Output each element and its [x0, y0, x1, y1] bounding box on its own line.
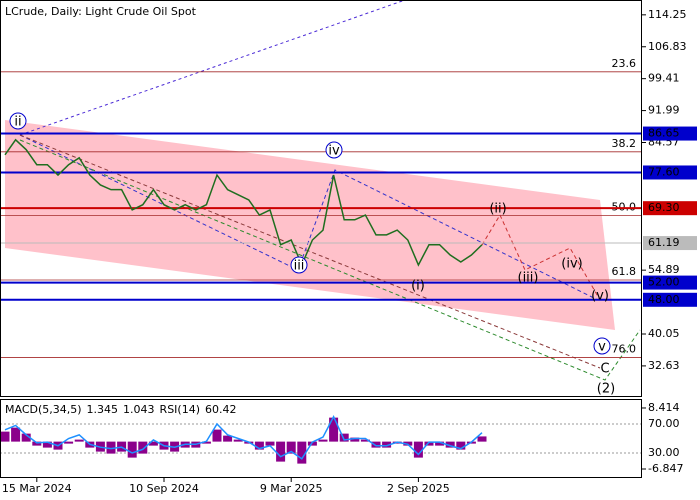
fib-label: 38.2	[612, 137, 637, 150]
wave-label: iii	[294, 259, 305, 274]
wave-label: C	[600, 362, 609, 377]
wave-label: (iii)	[518, 271, 539, 286]
level-label-box	[643, 201, 697, 216]
wave-label: (v)	[591, 289, 609, 304]
wave-circle	[9, 112, 27, 130]
x-tick-label: 10 Sep 2024	[129, 482, 199, 495]
macd-bar	[64, 441, 74, 444]
macd-bar	[74, 439, 84, 442]
x-tick-label: 2 Sep 2025	[387, 482, 450, 495]
macd-bar	[329, 417, 339, 442]
wave-circle	[593, 337, 611, 355]
macd-bar	[265, 441, 275, 446]
y-tick-label: -6.847	[648, 462, 683, 475]
macd-bar	[42, 441, 52, 448]
y2-tick-label: 70.00	[648, 417, 680, 430]
price-line	[4, 138, 483, 267]
macd-bar	[127, 441, 137, 458]
y-tick-label: 106.83	[648, 40, 687, 53]
fib-label: 50.0	[612, 200, 637, 213]
macd-bar	[21, 433, 31, 442]
macd-bar	[201, 441, 211, 444]
macd-bar	[233, 439, 243, 442]
level-label-box	[643, 275, 697, 290]
wave-label: (2)	[597, 382, 615, 397]
y-tick-label: 114.25	[648, 8, 687, 21]
trend-line	[19, 139, 641, 381]
y2-tick-label: 30.00	[648, 446, 680, 459]
level-label-box	[643, 236, 697, 251]
fib-label: 61.8	[612, 265, 637, 278]
level-label: 77.60	[648, 165, 680, 178]
wave-label: (iv)	[561, 257, 582, 272]
y-tick-label: 32.63	[648, 359, 680, 372]
macd-bar	[148, 441, 158, 446]
wave-label: (i)	[411, 279, 425, 294]
macd-bar	[456, 441, 466, 450]
x-tick-label: 9 Mar 2025	[260, 482, 323, 495]
wave-circle	[290, 256, 308, 274]
x-tick-label: 15 Mar 2024	[2, 482, 72, 495]
wave-path	[19, 134, 599, 301]
macd-bar	[276, 441, 286, 462]
rsi-label: RSI(14)	[160, 403, 200, 416]
macd-bar	[223, 435, 233, 442]
fib-label: 76.0	[612, 342, 637, 355]
level-label-box	[643, 165, 697, 180]
macd-bar	[477, 436, 487, 442]
level-label: 61.19	[648, 236, 680, 249]
wave-label: ii	[14, 115, 21, 130]
y-tick-label: 91.99	[648, 104, 680, 117]
macd-bar	[424, 441, 434, 446]
panel-frame	[0, 399, 642, 478]
plot-frame	[0, 0, 642, 397]
level-label: 48.00	[648, 293, 680, 306]
macd-bar	[350, 437, 360, 442]
chart-title: LCrude, Daily: Light Crude Oil Spot	[5, 5, 197, 18]
rsi-reading: 60.42	[205, 403, 237, 416]
macd-reading: 1.345	[87, 403, 119, 416]
macd-bar	[254, 441, 264, 450]
macd-bar	[339, 433, 349, 442]
wave-label: (ii)	[489, 202, 506, 217]
wave-circle	[325, 141, 343, 159]
macd-bar	[286, 441, 296, 454]
fib-label: 23.6	[612, 57, 637, 70]
level-label: 52.00	[648, 276, 680, 289]
macd-bar	[32, 441, 42, 446]
macd-bar	[297, 441, 307, 464]
wave-label: v	[598, 340, 606, 355]
rsi-line	[4, 415, 483, 460]
level-label: 69.30	[648, 201, 680, 214]
macd-bar	[0, 431, 10, 442]
macd-bar	[11, 427, 21, 442]
y-tick-label: 54.89	[648, 263, 680, 276]
macd-bar	[360, 439, 370, 442]
y-tick-label: 8.414	[648, 401, 680, 414]
indicator-header: MACD(5,34,5) 1.345 1.043 RSI(14) 60.42	[5, 403, 237, 416]
trend-line	[19, 0, 406, 136]
macd-reading: 1.043	[123, 403, 155, 416]
trend-line	[19, 134, 601, 369]
y-tick-label: 40.05	[648, 327, 680, 340]
macd-bar	[445, 441, 455, 448]
macd-bar	[138, 441, 148, 454]
level-label-box	[643, 126, 697, 141]
macd-bar	[307, 441, 317, 446]
level-label: 86.65	[648, 127, 680, 140]
y-tick-label: 99.41	[648, 72, 680, 85]
macd-bar	[371, 441, 381, 448]
macd-bar	[382, 441, 392, 448]
forecast-path	[481, 213, 601, 301]
macd-label: MACD(5,34,5)	[5, 403, 82, 416]
level-label-box	[643, 292, 697, 307]
macd-bar	[106, 441, 116, 454]
macd-bar	[318, 439, 328, 442]
macd-bar	[212, 429, 222, 442]
wave-label: iv	[328, 144, 340, 159]
macd-bar	[413, 441, 423, 458]
macd-bar	[435, 441, 445, 446]
